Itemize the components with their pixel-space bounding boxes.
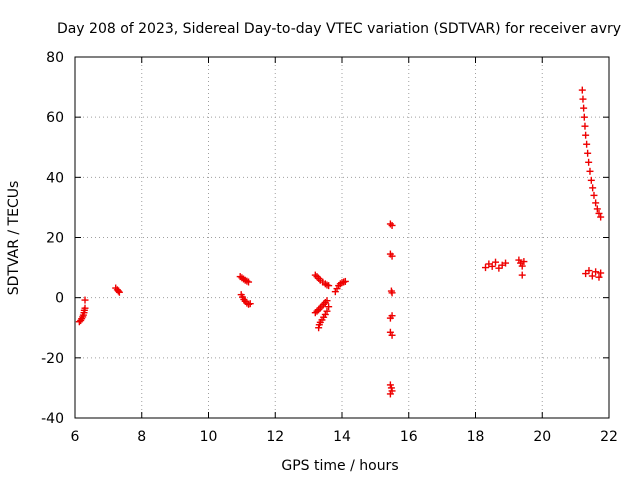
data-point	[246, 300, 254, 308]
data-point	[388, 331, 396, 339]
y-tick-label: 40	[46, 170, 64, 186]
data-point	[502, 259, 510, 267]
data-point	[81, 296, 89, 304]
data-point	[386, 220, 394, 228]
x-tick-labels: 6 8 10 12 14 16 18 20 22	[71, 429, 618, 445]
data-point	[592, 199, 600, 207]
x-tick-label: 14	[333, 429, 351, 445]
data-point	[311, 271, 319, 279]
y-tick-label: 80	[46, 50, 64, 66]
data-point	[388, 312, 396, 320]
data-point	[579, 95, 587, 103]
y-tick-label: -40	[41, 411, 64, 427]
x-tick-label: 22	[600, 429, 618, 445]
y-tick-label: 0	[55, 291, 64, 307]
chart-title: Day 208 of 2023, Sidereal Day-to-day VTE…	[57, 21, 621, 37]
data-point	[584, 149, 592, 157]
data-point	[518, 262, 526, 270]
x-axis-label: GPS time / hours	[281, 458, 398, 474]
x-tick-label: 8	[137, 429, 146, 445]
data-point	[518, 271, 526, 279]
data-point	[388, 221, 396, 229]
y-axis-label: SDTVAR / TECUs	[6, 181, 22, 296]
data-point	[585, 267, 593, 275]
data-point	[520, 258, 528, 266]
data-point	[482, 264, 490, 272]
data-point	[582, 131, 590, 139]
data-series-sdtvar	[75, 86, 605, 398]
data-point	[593, 205, 601, 213]
data-point	[592, 268, 600, 276]
x-tick-label: 20	[533, 429, 551, 445]
data-point	[581, 122, 589, 130]
data-point	[589, 184, 597, 192]
y-tick-label: -20	[41, 351, 64, 367]
y-tick-label: 60	[46, 110, 64, 126]
x-tick-label: 6	[71, 429, 80, 445]
data-point	[114, 287, 122, 295]
data-point	[585, 158, 593, 166]
y-tick-label: 20	[46, 231, 64, 247]
data-point	[583, 140, 591, 148]
data-point	[595, 273, 603, 281]
data-point	[580, 113, 588, 121]
data-point	[597, 269, 605, 277]
x-tick-label: 18	[467, 429, 485, 445]
plot-frame	[74, 56, 610, 419]
data-point	[341, 277, 349, 285]
data-point	[588, 272, 596, 280]
data-point	[586, 167, 594, 175]
x-tick-label: 16	[400, 429, 418, 445]
data-point	[492, 258, 500, 266]
data-point	[595, 209, 603, 217]
data-point	[488, 262, 496, 270]
y-tick-labels: -40 -20 0 20 40 60 80	[41, 50, 64, 427]
data-point	[313, 307, 321, 315]
data-point	[323, 297, 331, 305]
x-tick-label: 10	[200, 429, 218, 445]
data-point	[386, 390, 394, 398]
data-point	[578, 86, 586, 94]
data-point	[325, 282, 333, 290]
grid-lines	[75, 57, 609, 418]
data-point	[81, 304, 89, 312]
data-point	[388, 252, 396, 260]
data-point	[388, 289, 396, 297]
data-point	[325, 303, 333, 311]
data-point	[580, 104, 588, 112]
data-point	[590, 191, 598, 199]
data-point	[597, 213, 605, 221]
data-point	[587, 176, 595, 184]
data-point	[115, 288, 123, 296]
x-tick-label: 12	[266, 429, 284, 445]
data-point	[323, 307, 331, 315]
data-point	[245, 278, 253, 286]
